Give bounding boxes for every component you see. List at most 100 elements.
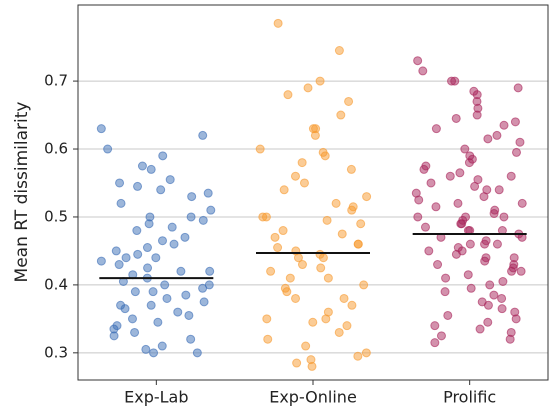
point [445, 171, 455, 181]
point [187, 192, 197, 202]
point [186, 212, 196, 222]
point [483, 300, 493, 310]
point [511, 314, 521, 324]
point [157, 341, 167, 351]
point [151, 253, 161, 263]
point [130, 287, 140, 297]
point [356, 219, 366, 229]
point [342, 321, 352, 331]
point [492, 239, 502, 249]
point [482, 185, 492, 195]
point [494, 185, 504, 195]
point [103, 144, 113, 154]
point [96, 124, 106, 134]
point [310, 130, 320, 140]
point [337, 229, 347, 239]
point [334, 46, 344, 56]
point [137, 161, 147, 171]
point [507, 266, 517, 276]
point [262, 314, 272, 324]
point [475, 324, 485, 334]
point [279, 185, 289, 195]
point [133, 249, 143, 259]
point [353, 239, 363, 249]
point [141, 344, 151, 354]
point [165, 175, 175, 185]
y-tick-label: 0.4 [44, 275, 68, 293]
point [413, 56, 423, 66]
point [498, 276, 508, 286]
point [301, 341, 311, 351]
point [318, 253, 328, 263]
y-tick-label: 0.7 [44, 72, 68, 90]
point [142, 243, 152, 253]
point [485, 280, 495, 290]
point [334, 327, 344, 337]
point [160, 280, 170, 290]
point [463, 270, 473, 280]
point [359, 280, 369, 290]
point [465, 239, 475, 249]
point [440, 287, 450, 297]
point [285, 273, 295, 283]
point [431, 202, 441, 212]
point [198, 215, 208, 225]
point [499, 120, 509, 130]
point [283, 90, 293, 100]
point [447, 76, 457, 86]
point [146, 300, 156, 310]
point [307, 361, 317, 371]
point [362, 192, 372, 202]
point [109, 331, 119, 341]
point [143, 263, 153, 273]
point [282, 287, 292, 297]
point [192, 348, 202, 358]
point [513, 83, 523, 93]
point [506, 171, 516, 181]
point [430, 321, 440, 331]
point [266, 266, 276, 276]
point [297, 158, 307, 168]
point [472, 110, 482, 120]
point [167, 222, 177, 232]
point [344, 96, 354, 106]
point [505, 334, 515, 344]
point [464, 158, 474, 168]
point [198, 283, 208, 293]
point [414, 195, 424, 205]
point [173, 307, 183, 317]
point [480, 256, 490, 266]
point [511, 147, 521, 157]
point [205, 266, 215, 276]
point [184, 310, 194, 320]
point [483, 317, 493, 327]
point [433, 260, 443, 270]
point [261, 212, 271, 222]
point [451, 249, 461, 259]
point [426, 178, 436, 188]
point [430, 338, 440, 348]
point [299, 178, 309, 188]
point [206, 205, 216, 215]
point [292, 358, 302, 368]
point [420, 222, 430, 232]
point [199, 297, 209, 307]
point [127, 314, 137, 324]
point [320, 151, 330, 161]
point [132, 226, 142, 236]
point [303, 83, 313, 93]
point [146, 164, 156, 174]
point [322, 215, 332, 225]
point [483, 134, 493, 144]
point [270, 232, 280, 242]
point [116, 300, 126, 310]
point [336, 110, 346, 120]
point [297, 260, 307, 270]
point [308, 317, 318, 327]
point [176, 266, 186, 276]
point [144, 219, 154, 229]
point [361, 348, 371, 358]
point [451, 113, 461, 123]
point [515, 137, 525, 147]
